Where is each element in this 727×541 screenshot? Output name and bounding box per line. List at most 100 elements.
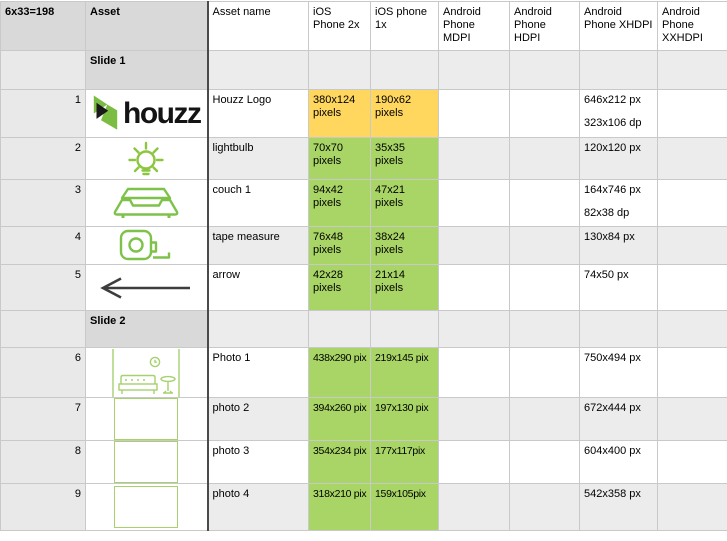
empty-cell[interactable] xyxy=(658,311,727,348)
size-cell-ios1x[interactable]: 38x24 pixels xyxy=(371,227,439,265)
header-ios-phone-2x[interactable]: iOS Phone 2x xyxy=(309,2,371,51)
size-cell-xhdpi[interactable]: 604x400 px xyxy=(580,441,658,484)
size-cell-xxhdpi[interactable] xyxy=(658,265,727,311)
size-cell-mdpi[interactable] xyxy=(439,227,510,265)
size-cell-ios1x[interactable]: 190x62 pixels xyxy=(371,90,439,138)
section-label-slide-2[interactable]: Slide 2 xyxy=(86,311,208,348)
asset-image-cell[interactable] xyxy=(86,348,208,398)
size-cell-ios1x[interactable]: 159x105pix xyxy=(371,484,439,531)
size-cell-ios2x[interactable]: 42x28 pixels xyxy=(309,265,371,311)
row-number-cell[interactable]: 5 xyxy=(1,265,86,311)
size-cell-ios2x[interactable]: 76x48 pixels xyxy=(309,227,371,265)
header-asset[interactable]: Asset xyxy=(86,2,208,51)
size-cell-xxhdpi[interactable] xyxy=(658,180,727,227)
size-cell-hdpi[interactable] xyxy=(510,138,580,180)
header-android-mdpi[interactable]: Android Phone MDPI xyxy=(439,2,510,51)
row-number-cell[interactable]: 6 xyxy=(1,348,86,398)
row-number-cell[interactable]: 8 xyxy=(1,441,86,484)
size-cell-ios2x[interactable]: 354x234 pix xyxy=(309,441,371,484)
size-cell-xhdpi[interactable]: 164x746 px 82x38 dp xyxy=(580,180,658,227)
size-cell-xxhdpi[interactable] xyxy=(658,398,727,441)
size-cell-ios1x[interactable]: 21x14 pixels xyxy=(371,265,439,311)
empty-cell[interactable] xyxy=(439,311,510,348)
size-cell-hdpi[interactable] xyxy=(510,90,580,138)
header-android-xhdpi[interactable]: Android Phone XHDPI xyxy=(580,2,658,51)
empty-cell[interactable] xyxy=(309,51,371,90)
size-cell-xxhdpi[interactable] xyxy=(658,441,727,484)
size-cell-xxhdpi[interactable] xyxy=(658,90,727,138)
size-cell-ios2x[interactable]: 318x210 pix xyxy=(309,484,371,531)
size-cell-mdpi[interactable] xyxy=(439,180,510,227)
asset-image-cell[interactable] xyxy=(86,265,208,311)
size-cell-mdpi[interactable] xyxy=(439,441,510,484)
asset-image-cell[interactable] xyxy=(86,441,208,484)
asset-name-cell[interactable]: couch 1 xyxy=(208,180,309,227)
size-cell-mdpi[interactable] xyxy=(439,90,510,138)
size-cell-ios1x[interactable]: 47x21 pixels xyxy=(371,180,439,227)
size-cell-ios2x[interactable]: 94x42 pixels xyxy=(309,180,371,227)
size-cell-xxhdpi[interactable] xyxy=(658,227,727,265)
size-cell-mdpi[interactable] xyxy=(439,348,510,398)
asset-name-cell[interactable]: photo 4 xyxy=(208,484,309,531)
asset-image-cell[interactable] xyxy=(86,398,208,441)
row-number-cell[interactable]: 1 xyxy=(1,90,86,138)
size-cell-xhdpi[interactable]: 74x50 px xyxy=(580,265,658,311)
asset-name-cell[interactable]: lightbulb xyxy=(208,138,309,180)
header-android-hdpi[interactable]: Android Phone HDPI xyxy=(510,2,580,51)
row-number-cell[interactable] xyxy=(1,51,86,90)
size-cell-ios1x[interactable]: 197x130 pix xyxy=(371,398,439,441)
size-cell-ios1x[interactable]: 177x117pix xyxy=(371,441,439,484)
asset-image-cell[interactable]: houzz xyxy=(86,90,208,138)
header-ios-phone-1x[interactable]: iOS phone 1x xyxy=(371,2,439,51)
header-android-xxhdpi[interactable]: Android Phone XXHDPI xyxy=(658,2,727,51)
size-cell-xhdpi[interactable]: 542x358 px xyxy=(580,484,658,531)
size-cell-ios1x[interactable]: 35x35 pixels xyxy=(371,138,439,180)
size-cell-hdpi[interactable] xyxy=(510,265,580,311)
size-cell-hdpi[interactable] xyxy=(510,227,580,265)
empty-cell[interactable] xyxy=(439,51,510,90)
corner-cell[interactable]: 6x33=198 xyxy=(1,2,86,51)
size-cell-xxhdpi[interactable] xyxy=(658,348,727,398)
asset-name-cell[interactable]: arrow xyxy=(208,265,309,311)
section-label-slide-1[interactable]: Slide 1 xyxy=(86,51,208,90)
asset-image-cell[interactable] xyxy=(86,138,208,180)
size-cell-hdpi[interactable] xyxy=(510,180,580,227)
asset-name-cell[interactable]: Photo 1 xyxy=(208,348,309,398)
empty-cell[interactable] xyxy=(208,311,309,348)
size-cell-xxhdpi[interactable] xyxy=(658,484,727,531)
row-number-cell[interactable]: 9 xyxy=(1,484,86,531)
asset-name-cell[interactable]: photo 3 xyxy=(208,441,309,484)
size-cell-ios2x[interactable]: 394x260 pix xyxy=(309,398,371,441)
row-number-cell[interactable]: 4 xyxy=(1,227,86,265)
size-cell-mdpi[interactable] xyxy=(439,484,510,531)
size-cell-xhdpi[interactable]: 120x120 px xyxy=(580,138,658,180)
empty-cell[interactable] xyxy=(371,51,439,90)
row-number-cell[interactable]: 3 xyxy=(1,180,86,227)
empty-cell[interactable] xyxy=(510,51,580,90)
empty-cell[interactable] xyxy=(208,51,309,90)
size-cell-ios2x[interactable]: 70x70 pixels xyxy=(309,138,371,180)
size-cell-mdpi[interactable] xyxy=(439,398,510,441)
empty-cell[interactable] xyxy=(510,311,580,348)
header-asset-name[interactable]: Asset name xyxy=(208,2,309,51)
asset-name-cell[interactable]: tape measure xyxy=(208,227,309,265)
size-cell-xhdpi[interactable]: 672x444 px xyxy=(580,398,658,441)
empty-cell[interactable] xyxy=(658,51,727,90)
asset-name-cell[interactable]: Houzz Logo xyxy=(208,90,309,138)
row-number-cell[interactable]: 2 xyxy=(1,138,86,180)
asset-name-cell[interactable]: photo 2 xyxy=(208,398,309,441)
asset-image-cell[interactable] xyxy=(86,484,208,531)
size-cell-hdpi[interactable] xyxy=(510,484,580,531)
size-cell-ios2x[interactable]: 438x290 pix xyxy=(309,348,371,398)
empty-cell[interactable] xyxy=(371,311,439,348)
size-cell-hdpi[interactable] xyxy=(510,398,580,441)
row-number-cell[interactable]: 7 xyxy=(1,398,86,441)
size-cell-xhdpi[interactable]: 130x84 px xyxy=(580,227,658,265)
size-cell-ios2x[interactable]: 380x124 pixels xyxy=(309,90,371,138)
size-cell-xhdpi[interactable]: 646x212 px 323x106 dp xyxy=(580,90,658,138)
row-number-cell[interactable] xyxy=(1,311,86,348)
empty-cell[interactable] xyxy=(580,311,658,348)
size-cell-mdpi[interactable] xyxy=(439,138,510,180)
asset-image-cell[interactable] xyxy=(86,180,208,227)
size-cell-xxhdpi[interactable] xyxy=(658,138,727,180)
